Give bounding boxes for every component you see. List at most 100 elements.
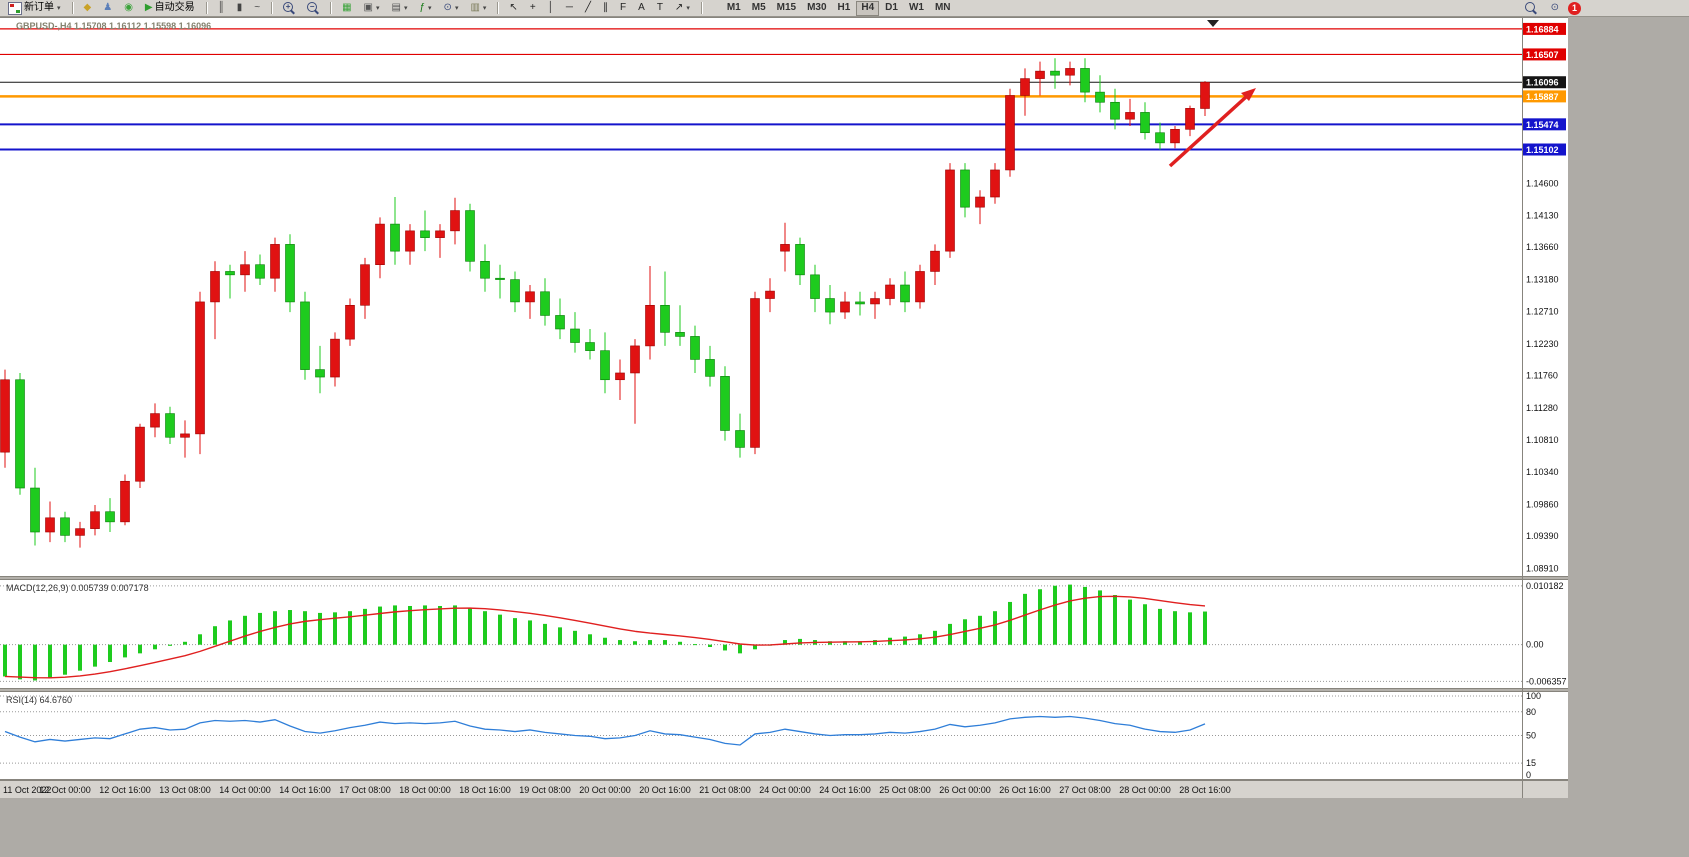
candle	[1095, 91, 1105, 103]
macd-histogram-bar	[48, 644, 52, 679]
timeframe-button-MN[interactable]: MN	[930, 1, 956, 16]
time-axis-label: 26 Oct 16:00	[999, 785, 1051, 795]
macd-histogram-bar	[678, 641, 682, 645]
trend-arrow-head[interactable]	[1241, 88, 1256, 101]
periods-button[interactable]: ⊙ ▾	[439, 1, 464, 16]
macd-histogram-bar	[1113, 595, 1117, 645]
timeframe-button-M30[interactable]: M30	[802, 1, 831, 16]
indicators-button[interactable]: ƒ ▾	[414, 1, 436, 16]
macd-histogram-bar	[753, 644, 757, 650]
zoom-out-icon: −	[307, 2, 320, 15]
vertical-line-icon: │	[547, 2, 554, 13]
search-icon	[1524, 2, 1537, 15]
candle	[225, 271, 235, 276]
fibonacci-icon: F	[620, 2, 627, 13]
candle	[270, 244, 280, 279]
macd-histogram-bar	[348, 611, 352, 645]
svg-text:1.15474: 1.15474	[1526, 120, 1559, 130]
macd-histogram-bar	[183, 641, 187, 645]
svg-text:1.08910: 1.08910	[1526, 564, 1559, 574]
arrows-button[interactable]: ↗ ▾	[670, 1, 695, 16]
macd-histogram-bar	[648, 640, 652, 645]
cursor-button[interactable]: ↖	[504, 1, 522, 16]
price-levels[interactable]	[0, 28, 1522, 151]
macd-histogram-bar	[1068, 584, 1072, 645]
text-button[interactable]: A	[633, 1, 650, 16]
candle	[360, 264, 370, 306]
timeframe-button-H4[interactable]: H4	[856, 0, 880, 16]
candle	[180, 433, 190, 438]
timeframe-button-M15[interactable]: M15	[772, 1, 801, 16]
market-watch-button[interactable]: ◆	[79, 1, 97, 16]
price-badge	[1523, 76, 1566, 89]
macd-histogram-bar	[123, 644, 127, 658]
svg-text:15: 15	[1526, 758, 1536, 768]
candle	[540, 291, 550, 316]
candle	[1065, 68, 1075, 76]
new-order-button[interactable]: 新订单 ▾	[3, 1, 66, 16]
macd-histogram-bar	[408, 605, 412, 645]
pane-separator[interactable]	[0, 688, 1568, 692]
macd-histogram-bar	[18, 644, 22, 680]
equidistant-channel-button[interactable]: ∥	[598, 1, 613, 16]
candle	[1110, 101, 1120, 120]
svg-text:1.14130: 1.14130	[1526, 210, 1559, 220]
macd-histogram-bar	[303, 611, 307, 645]
macd-histogram-bar	[828, 641, 832, 645]
alerts-button[interactable]: ⊙	[1546, 1, 1564, 16]
auto-trading-button[interactable]: ▶ 自动交易	[140, 1, 200, 16]
candle	[30, 487, 40, 533]
candle	[750, 298, 760, 448]
data-window-icon: ♟	[103, 2, 113, 13]
macd-indicator	[3, 584, 1207, 681]
text-label-button[interactable]: T	[652, 1, 668, 16]
fibonacci-button[interactable]: F	[615, 1, 631, 16]
macd-histogram-bar	[108, 644, 112, 663]
macd-histogram-bar	[573, 630, 577, 645]
search-button[interactable]	[1520, 1, 1542, 16]
tile-windows-button[interactable]: ▦	[337, 1, 356, 16]
svg-text:1.14600: 1.14600	[1526, 178, 1559, 188]
macd-histogram-bar	[198, 634, 202, 645]
data-window-button[interactable]: ♟	[98, 1, 117, 16]
profiles-button[interactable]: ▤ ▾	[387, 1, 413, 16]
timeframe-button-M5[interactable]: M5	[747, 1, 771, 16]
candle	[675, 332, 685, 337]
templates-icon: ▥	[470, 2, 480, 13]
chart-shift-marker[interactable]	[1207, 20, 1219, 27]
clock-icon: ⊙	[1550, 2, 1559, 13]
timeframe-button-W1[interactable]: W1	[904, 1, 929, 16]
zoom-out-button[interactable]: −	[302, 1, 324, 16]
navigator-button[interactable]: ◉	[119, 1, 138, 16]
templates-button[interactable]: ▥ ▾	[465, 1, 491, 16]
zoom-in-button[interactable]: +	[278, 1, 300, 16]
price-chart[interactable]: 1.14600 1.14130 1.13660 1.13180 1.12710 1.122…	[0, 17, 1568, 798]
arrows-icon: ↗	[674, 2, 684, 13]
price-badge	[1523, 143, 1566, 156]
macd-histogram-bar	[723, 644, 727, 651]
bar-chart-button[interactable]: ║	[213, 1, 230, 16]
macd-histogram-bar	[1008, 601, 1012, 645]
vertical-line-button[interactable]: │	[543, 1, 559, 16]
macd-histogram-bar	[618, 640, 622, 645]
timeframe-button-D1[interactable]: D1	[880, 1, 903, 16]
trendline-button[interactable]: ╱	[580, 1, 596, 16]
time-axis-label: 18 Oct 00:00	[399, 785, 451, 795]
new-chart-button[interactable]: ▣ ▾	[359, 1, 385, 16]
macd-histogram-bar	[1128, 599, 1132, 645]
notification-badge[interactable]: 1	[1568, 1, 1581, 15]
trend-arrow[interactable]	[1168, 95, 1248, 168]
periods-icon: ⊙	[443, 2, 452, 13]
timeframe-button-H1[interactable]: H1	[833, 1, 856, 16]
timeframe-button-M1[interactable]: M1	[722, 1, 746, 16]
line-chart-button[interactable]: ~	[249, 1, 265, 16]
macd-histogram-bar	[258, 612, 262, 645]
crosshair-button[interactable]: +	[525, 1, 541, 16]
candlestick-chart-button[interactable]: ▮	[232, 1, 248, 16]
horizontal-line-button[interactable]: ─	[561, 1, 578, 16]
candle	[75, 528, 85, 536]
chart-background	[0, 17, 1568, 798]
macd-histogram-bar	[693, 644, 697, 646]
pane-separator[interactable]	[0, 576, 1568, 580]
candle	[165, 413, 175, 438]
